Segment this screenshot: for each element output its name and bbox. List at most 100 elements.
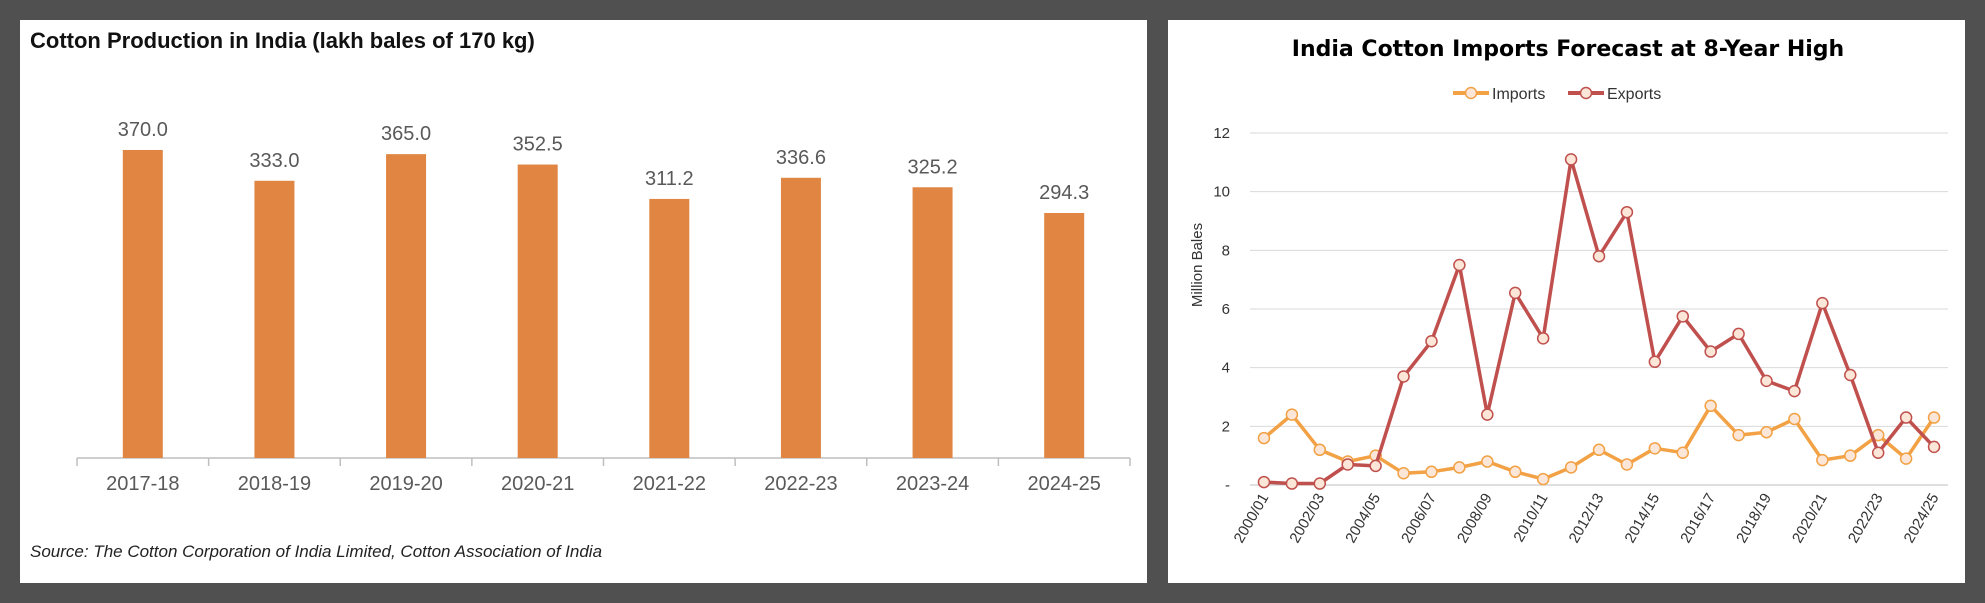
imports-point-2002/03 (1313, 443, 1327, 457)
imports-point-2010/11 (1536, 472, 1550, 486)
x-tick-label: 2020-21 (501, 473, 574, 495)
imports-point-2000/01 (1257, 431, 1271, 445)
exports-point-2012/13 (1592, 249, 1606, 263)
exports-point-2009/10 (1508, 286, 1522, 300)
x-tick-label: 2000/01 (1231, 491, 1273, 546)
imports-point-2007/08 (1453, 461, 1466, 474)
x-tick-label: 2019-20 (369, 473, 442, 495)
bar-value-label: 325.2 (908, 156, 958, 178)
imports-point-2005/06 (1397, 467, 1410, 480)
x-tick-label: 2020/21 (1789, 491, 1831, 546)
x-tick-label: 2024-25 (1027, 473, 1100, 495)
x-tick-label: 2022-23 (764, 473, 837, 495)
imports-point-2021/22 (1844, 449, 1857, 462)
imports-point-2013/14 (1620, 458, 1634, 471)
bar-2021-22 (649, 198, 690, 458)
x-tick-label: 2010/11 (1510, 491, 1551, 545)
exports-point-2005/06 (1397, 370, 1410, 383)
imports-chart-title: India Cotton Imports Forecast at 8-Year … (1292, 37, 1844, 62)
imports-point-2008/09 (1481, 455, 1494, 468)
exports-point-2008/09 (1481, 408, 1494, 421)
y-tick-label: 4 (1222, 360, 1230, 377)
exports-line (1263, 157, 1936, 486)
y-axis-label: Million Bales (1189, 223, 1206, 307)
exports-point-2014/15 (1648, 355, 1662, 369)
legend: Imports Exports (1453, 86, 1661, 103)
legend-imports-marker (1464, 86, 1478, 100)
x-tick-label: 2018-19 (238, 473, 311, 495)
x-tick-label: 2023-24 (896, 473, 969, 495)
x-tick-label: 2008/09 (1454, 491, 1496, 546)
x-tick-label: 2017-18 (106, 473, 179, 495)
exports-point-2023/24 (1899, 411, 1913, 424)
bar-2024-25 (1044, 212, 1085, 458)
exports-point-2006/07 (1425, 335, 1438, 348)
y-tick-label: 6 (1222, 301, 1230, 318)
imports-point-2001/02 (1285, 408, 1299, 421)
imports-point-2024/25 (1927, 411, 1941, 424)
exports-point-2024/25 (1927, 440, 1941, 454)
y-tick-label: 2 (1222, 418, 1230, 435)
legend-exports-label: Exports (1607, 86, 1661, 103)
bar-2018-19 (254, 180, 295, 458)
imports-point-2015/16 (1676, 446, 1690, 459)
x-tick-label: 2014/15 (1621, 490, 1663, 545)
imports-point-2018/19 (1760, 425, 1773, 439)
exports-point-2000/01 (1257, 475, 1271, 489)
y-tick-label: - (1225, 477, 1230, 494)
x-tick-label: 2004/05 (1342, 491, 1384, 546)
x-tick-label: 2016/17 (1677, 491, 1719, 546)
exports-point-2004/05 (1369, 459, 1382, 473)
exports-point-2020/21 (1816, 296, 1829, 310)
imports-point-2012/13 (1592, 443, 1606, 457)
imports-point-2020/21 (1816, 453, 1829, 467)
exports-point-2017/18 (1732, 327, 1745, 341)
x-tick-label: 2024/25 (1901, 491, 1943, 546)
bar-value-label: 311.2 (645, 168, 694, 190)
exports-point-2013/14 (1620, 205, 1634, 219)
imports-point-2014/15 (1648, 442, 1662, 455)
exports-point-2016/17 (1704, 345, 1717, 358)
imports-point-2009/10 (1508, 465, 1522, 479)
y-tick-label: 12 (1213, 125, 1230, 142)
bar-value-label: 336.6 (776, 147, 826, 169)
x-tick-label: 2006/07 (1398, 491, 1440, 546)
imports-point-2016/17 (1704, 399, 1717, 413)
exports-point-2010/11 (1536, 332, 1550, 345)
exports-point-2022/23 (1871, 446, 1885, 459)
exports-point-2015/16 (1676, 310, 1690, 323)
x-tick-label: 2012/13 (1566, 491, 1608, 546)
imports-point-2011/12 (1564, 461, 1578, 474)
exports-point-2002/03 (1313, 477, 1327, 490)
bar-2022-23 (780, 177, 821, 458)
x-tick-label: 2018/19 (1733, 491, 1775, 546)
x-tick-label: 2002/03 (1286, 491, 1328, 546)
bar-value-label: 294.3 (1039, 182, 1089, 204)
imports-point-2006/07 (1425, 465, 1438, 479)
production-chart-title: Cotton Production in India (lakh bales o… (30, 28, 535, 53)
exports-point-2018/19 (1760, 374, 1773, 388)
imports-point-2017/18 (1732, 428, 1745, 442)
y-tick-label: 8 (1222, 242, 1230, 259)
bar-2020-21 (517, 164, 558, 458)
legend-imports-label: Imports (1492, 86, 1545, 103)
bar-2023-24 (912, 187, 953, 458)
production-chart-source: Source: The Cotton Corporation of India … (30, 542, 603, 561)
production-bar-chart: 370.0 2017-18 333.0 2018-19 365.0 2019-20 352.… (76, 119, 1131, 495)
bar-2019-20 (386, 154, 427, 458)
imports-point-2023/24 (1899, 452, 1913, 465)
bar-value-label: 352.5 (513, 134, 563, 156)
exports-point-2011/12 (1564, 153, 1578, 166)
exports-point-2007/08 (1453, 258, 1466, 272)
imports-exports-chart-panel: India Cotton Imports Forecast at 8-Year … (1168, 20, 1965, 583)
production-chart-panel: Cotton Production in India (lakh bales o… (20, 20, 1147, 583)
bar-2017-18 (122, 149, 163, 458)
exports-point-2019/20 (1788, 384, 1801, 398)
exports-point-2003/04 (1341, 458, 1354, 471)
x-tick-label: 2021-22 (633, 473, 706, 495)
legend-exports-marker (1579, 86, 1593, 100)
imports-point-2019/20 (1788, 412, 1801, 426)
y-tick-label: 10 (1213, 184, 1230, 201)
exports-point-2001/02 (1285, 477, 1299, 490)
bar-value-label: 370.0 (118, 119, 168, 141)
